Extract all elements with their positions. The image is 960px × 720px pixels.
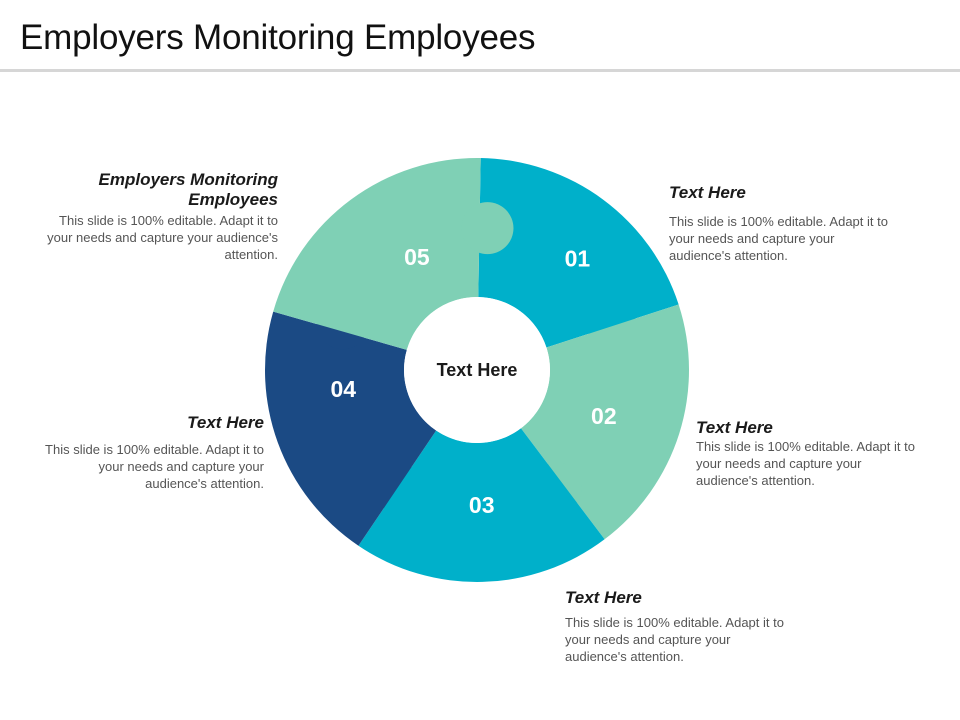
callout-01-heading: Text Here: [669, 183, 746, 202]
segment-number-04: 04: [331, 376, 357, 402]
callout-05: Employers Monitoring Employees This slid…: [40, 170, 278, 263]
segment-number-03: 03: [469, 492, 495, 518]
callout-02-body: This slide is 100% editable. Adapt it to…: [696, 439, 915, 488]
callout-02: Text Here This slide is 100% editable. A…: [696, 418, 922, 489]
segment-number-05: 05: [404, 244, 430, 270]
segment-05: [273, 157, 481, 350]
callout-03-heading: Text Here: [565, 588, 642, 607]
slide-title: Employers Monitoring Employees: [20, 18, 536, 57]
callout-05-body: This slide is 100% editable. Adapt it to…: [47, 213, 278, 262]
segment-01: [478, 158, 679, 348]
callout-01: Text Here This slide is 100% editable. A…: [669, 183, 897, 264]
title-divider: [0, 69, 960, 72]
callout-04: Text Here This slide is 100% editable. A…: [40, 413, 264, 492]
segment-number-01: 01: [565, 246, 591, 272]
puzzle-knob-05: [461, 202, 514, 255]
callout-03: Text Here This slide is 100% editable. A…: [565, 588, 791, 665]
center-circle: [404, 297, 550, 443]
callout-02-heading: Text Here: [696, 418, 773, 437]
center-label: Text Here: [437, 360, 518, 380]
callout-01-body: This slide is 100% editable. Adapt it to…: [669, 214, 888, 263]
callout-05-heading: Employers Monitoring Employees: [98, 170, 278, 209]
segment-03: [358, 428, 605, 582]
segment-04: [265, 311, 437, 546]
callout-03-body: This slide is 100% editable. Adapt it to…: [565, 615, 784, 664]
callout-04-body: This slide is 100% editable. Adapt it to…: [45, 442, 264, 491]
segment-number-02: 02: [591, 403, 617, 429]
callout-04-heading: Text Here: [187, 413, 264, 432]
